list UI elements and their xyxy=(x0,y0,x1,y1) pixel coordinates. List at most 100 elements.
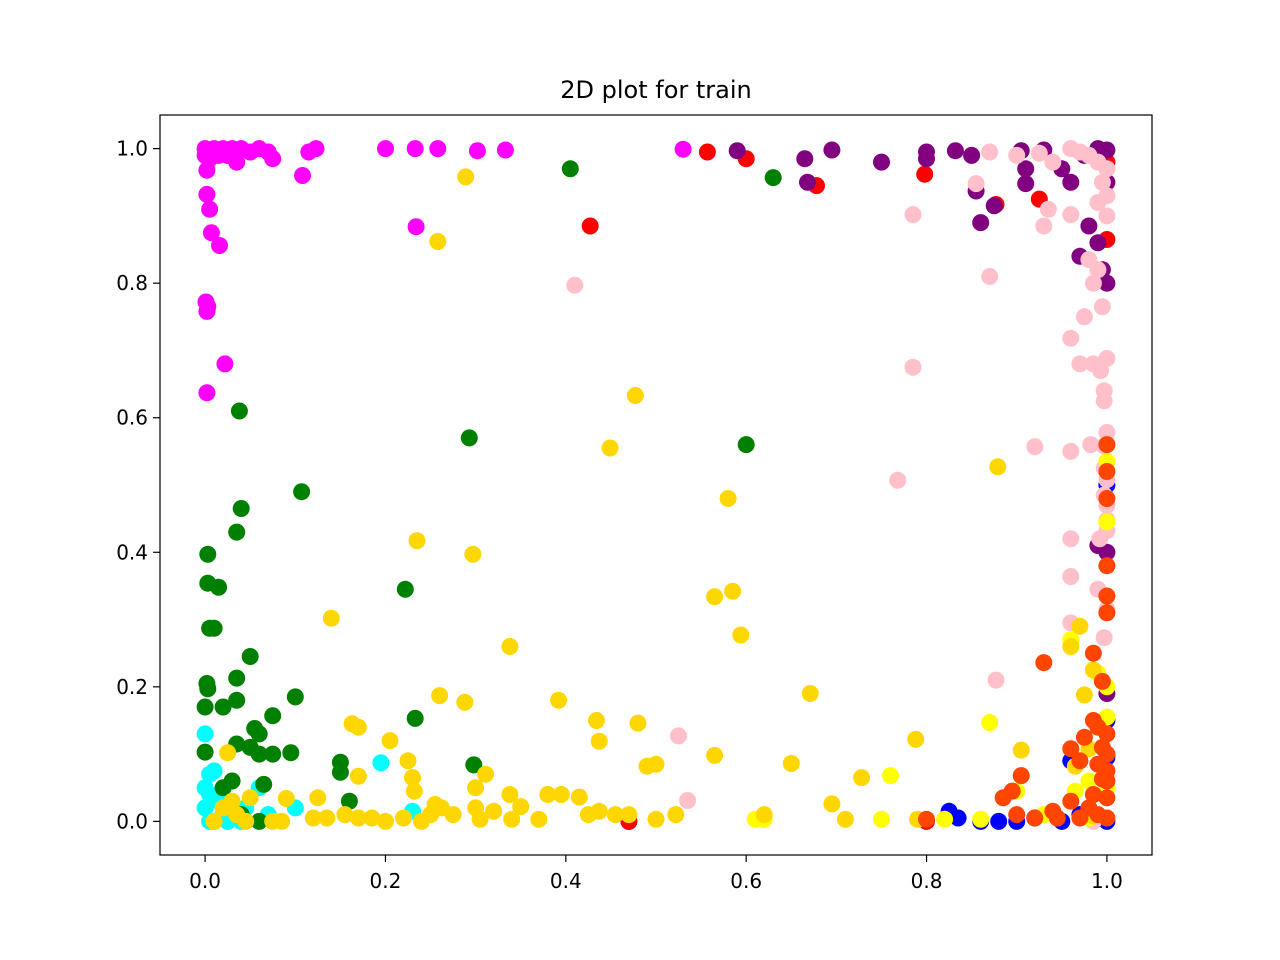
data-point-red xyxy=(916,165,934,183)
data-point-gold xyxy=(853,769,871,787)
data-point-green xyxy=(228,669,246,687)
data-point-green xyxy=(232,500,250,517)
x-tick-label: 0.4 xyxy=(550,869,582,893)
data-point-purple xyxy=(963,146,981,164)
data-point-green xyxy=(406,709,424,727)
data-point-green xyxy=(199,545,217,563)
data-point-gold xyxy=(530,810,548,828)
data-point-green xyxy=(210,578,228,596)
data-point-purple xyxy=(1080,217,1098,235)
y-tick-label: 0.6 xyxy=(116,406,148,430)
data-point-gold xyxy=(552,786,570,803)
data-point-green xyxy=(205,619,223,637)
data-point-gold xyxy=(539,786,557,803)
data-point-purple xyxy=(918,150,935,168)
data-point-pink xyxy=(1035,217,1053,235)
data-point-green xyxy=(331,763,349,781)
data-point-green xyxy=(264,745,282,763)
data-point-purple xyxy=(1098,274,1116,292)
data-point-gold xyxy=(477,765,495,783)
data-point-gold xyxy=(629,714,647,732)
data-point-gold xyxy=(782,755,800,772)
data-point-magenta xyxy=(674,140,692,158)
data-point-gold xyxy=(570,788,588,806)
data-point-pink xyxy=(1089,194,1107,211)
data-point-red xyxy=(581,217,599,235)
data-point-green xyxy=(196,743,214,761)
data-point-gold xyxy=(485,802,503,820)
data-point-purple xyxy=(1089,234,1107,252)
data-point-pink xyxy=(1039,200,1057,218)
data-point-pink xyxy=(904,206,922,224)
data-point-orangered xyxy=(1098,789,1116,807)
data-point-orangered xyxy=(1062,792,1080,810)
data-point-magenta xyxy=(198,384,216,402)
data-point-orangered xyxy=(1075,728,1093,746)
data-point-gold xyxy=(1071,617,1089,635)
data-point-green xyxy=(214,698,232,716)
data-point-pink xyxy=(904,358,922,376)
data-point-orangered xyxy=(1098,745,1116,763)
data-point-gold xyxy=(1062,638,1080,655)
data-point-gold xyxy=(550,691,568,709)
data-point-gold xyxy=(343,715,361,733)
data-point-gold xyxy=(601,439,619,457)
data-point-gold xyxy=(318,809,336,827)
data-point-gold xyxy=(755,806,773,824)
data-point-pink xyxy=(1062,568,1080,585)
data-point-gold xyxy=(273,812,291,830)
data-point-magenta xyxy=(294,167,311,184)
points-layer xyxy=(196,140,1116,830)
data-point-orangered xyxy=(1098,490,1116,507)
data-point-pink xyxy=(981,143,999,161)
data-point-magenta xyxy=(198,302,216,320)
x-tick-label: 0.2 xyxy=(370,869,402,893)
data-point-orangered xyxy=(1093,770,1111,788)
data-point-purple xyxy=(1017,160,1035,178)
data-point-yellow xyxy=(873,810,890,828)
data-point-purple xyxy=(1017,175,1035,193)
data-point-blue xyxy=(990,812,1008,830)
data-point-pink xyxy=(1062,442,1080,460)
data-point-red xyxy=(698,143,716,161)
data-point-orangered xyxy=(1035,654,1053,672)
data-point-orangered xyxy=(1093,672,1111,690)
data-point-cyan xyxy=(372,754,390,772)
data-point-pink xyxy=(1030,144,1048,162)
data-point-orangered xyxy=(1048,809,1066,827)
data-point-gold xyxy=(1012,741,1030,759)
data-point-green xyxy=(282,744,300,762)
data-point-gold xyxy=(706,746,724,764)
data-point-gold xyxy=(381,732,399,750)
data-point-purple xyxy=(823,141,841,159)
data-point-orangered xyxy=(1026,809,1044,827)
data-point-orangered xyxy=(1098,587,1116,605)
data-point-gold xyxy=(456,693,474,711)
data-point-pink xyxy=(1026,438,1044,456)
data-point-orangered xyxy=(1084,786,1102,803)
y-tick-label: 0.8 xyxy=(116,271,148,295)
data-point-gold xyxy=(408,532,426,550)
data-point-green xyxy=(250,745,268,763)
data-point-yellow xyxy=(972,810,990,828)
data-point-green xyxy=(228,523,246,541)
data-point-blue xyxy=(949,809,967,827)
data-point-gold xyxy=(626,387,644,404)
data-point-green xyxy=(255,775,273,793)
data-point-purple xyxy=(972,214,990,232)
data-point-gold xyxy=(395,809,412,827)
data-point-magenta xyxy=(264,150,282,168)
data-point-gold xyxy=(237,812,255,830)
data-point-green xyxy=(250,725,268,743)
data-point-gold xyxy=(349,809,367,827)
data-point-green xyxy=(737,436,755,454)
data-point-pink xyxy=(1008,146,1026,164)
x-tick-label: 0.0 xyxy=(189,869,221,893)
data-point-pink xyxy=(1093,298,1111,316)
data-point-pink xyxy=(1095,392,1113,410)
data-point-gold xyxy=(606,806,624,824)
data-point-pink xyxy=(566,276,584,294)
y-tick-label: 0.0 xyxy=(116,809,148,833)
data-point-gold xyxy=(405,782,423,800)
